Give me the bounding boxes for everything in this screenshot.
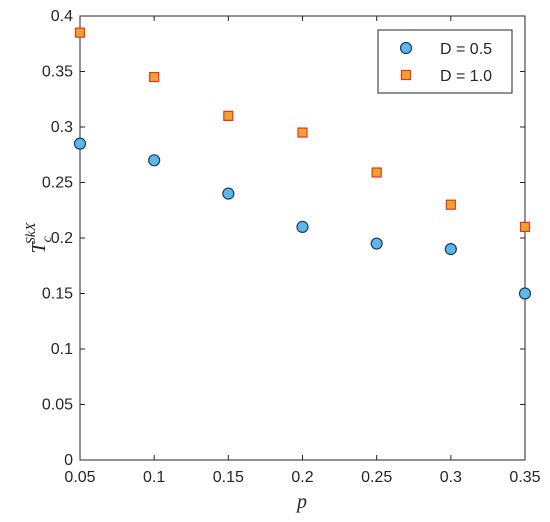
data-point-series-0	[370, 237, 383, 250]
y-tick-label: 0.25	[42, 175, 73, 192]
data-point-series-0	[296, 220, 309, 233]
data-point-series-1	[519, 221, 531, 232]
y-axis-label-base: T	[28, 241, 50, 254]
y-tick-label: 0.35	[42, 64, 73, 81]
data-point-series-0	[148, 154, 161, 167]
data-point-series-1	[223, 110, 234, 122]
y-tick-label: 0.05	[42, 397, 73, 414]
data-point-series-0	[518, 287, 532, 300]
legend-label-d05: D = 0.5	[440, 41, 492, 58]
x-tick-label: 0.15	[213, 469, 244, 486]
y-tick-label: 0.15	[42, 286, 73, 303]
legend-marker-d05	[399, 41, 413, 55]
x-tick-label: 0.3	[440, 469, 462, 486]
y-axis-label: TcSkX	[24, 222, 55, 254]
y-axis-label-sup: SkX	[24, 222, 39, 244]
data-point-series-1	[371, 167, 382, 178]
data-point-series-1	[445, 199, 456, 210]
x-tick-label: 0.25	[361, 469, 392, 486]
y-tick-label: 0.1	[51, 341, 73, 358]
y-tick-label: 0.2	[51, 230, 73, 247]
x-tick-label: 0.05	[64, 469, 95, 486]
y-tick-label: 0.4	[51, 8, 73, 25]
data-point-series-0	[222, 187, 235, 200]
data-point-series-0	[73, 137, 87, 150]
x-tick-label: 0.2	[291, 469, 313, 486]
legend-marker-d10	[400, 69, 412, 81]
data-point-series-1	[297, 127, 308, 138]
data-point-series-1	[74, 27, 86, 38]
y-tick-label: 0	[64, 452, 73, 469]
y-tick-label: 0.3	[51, 119, 73, 136]
legend: D = 0.5 D = 1.0	[377, 29, 513, 94]
y-axis-label-sub: c	[40, 235, 55, 242]
y-axis: 0 0.05 0.1 0.15 0.2 0.25 0.3 0.35 0.4	[42, 8, 525, 469]
x-axis-label: p	[295, 491, 307, 513]
x-tick-label: 0.35	[509, 469, 540, 486]
svg-text:TcSkX: TcSkX	[24, 222, 55, 254]
data-point-series-0	[444, 243, 457, 256]
legend-box	[377, 29, 513, 94]
data-markers	[73, 27, 532, 300]
legend-label-d10: D = 1.0	[440, 68, 492, 85]
x-tick-label: 0.1	[143, 469, 165, 486]
x-axis: 0.05 0.1 0.15 0.2 0.25 0.3 0.35	[64, 16, 541, 486]
data-point-series-1	[149, 71, 160, 83]
